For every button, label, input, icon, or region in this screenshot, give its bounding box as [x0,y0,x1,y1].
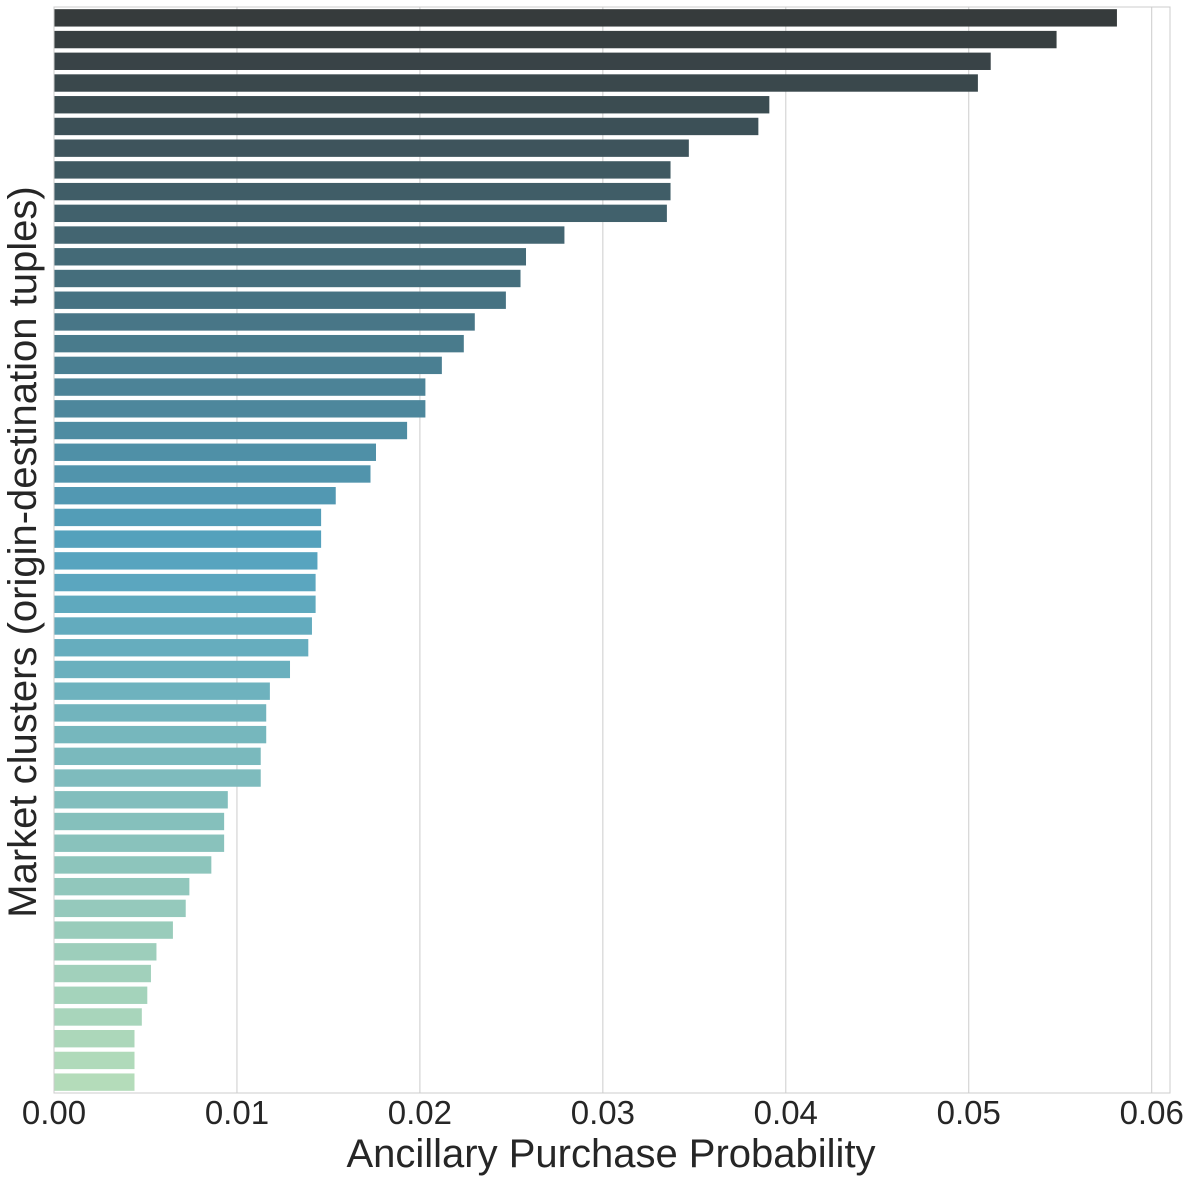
bar [54,9,1117,27]
bar [54,1008,142,1026]
bar [54,747,261,766]
plot-frame [53,6,1171,1094]
y-axis-label: Market clusters (origin-destination tupl… [1,186,45,917]
bars [54,9,1117,1091]
bar [54,30,1057,49]
x-tick-label: 0.01 [205,1094,269,1131]
bar [54,443,376,461]
bar [54,660,291,679]
bar [54,465,371,483]
bar [54,313,475,331]
bar [54,1030,135,1048]
bar [54,617,312,635]
bar [54,791,228,809]
bar [54,704,267,722]
bar [54,139,689,157]
x-axis-label: Ancillary Purchase Probability [346,1132,875,1176]
bar [54,639,309,657]
bar [54,1073,135,1091]
bar [54,421,408,440]
bar [54,508,322,527]
bar [54,291,506,309]
bar [54,269,521,288]
bar [54,834,225,852]
bar [54,96,770,114]
bar [54,877,190,896]
bar [54,595,316,613]
x-tick-label: 0.06 [1120,1094,1184,1131]
bar [54,964,151,983]
x-tick-labels: 0.00 0.01 0.02 0.03 0.04 0.05 0.06 [22,1094,1184,1131]
bar [54,204,667,223]
bar [54,52,991,70]
bar [54,1051,135,1070]
bar [54,530,322,548]
bar [54,899,186,918]
x-tick-label: 0.04 [754,1094,818,1131]
bar [54,226,565,244]
bar [54,943,157,961]
bar [54,182,671,201]
bar [54,356,442,375]
bar [54,921,173,939]
bar [54,812,225,831]
x-tick-label: 0.05 [937,1094,1001,1131]
bar [54,378,426,396]
bar [54,487,336,505]
bar [54,573,316,592]
bar [54,856,212,874]
bar [54,986,148,1004]
x-tick-label: 0.00 [22,1094,86,1131]
bar [54,725,267,744]
bar [54,769,261,787]
bar [54,161,671,179]
bar [54,117,759,136]
bar [54,400,426,418]
bar [54,248,527,266]
bar [54,334,464,353]
bar [54,74,978,92]
bar [54,552,318,570]
bar [54,682,270,700]
x-tick-label: 0.02 [388,1094,452,1131]
x-tick-label: 0.03 [571,1094,635,1131]
